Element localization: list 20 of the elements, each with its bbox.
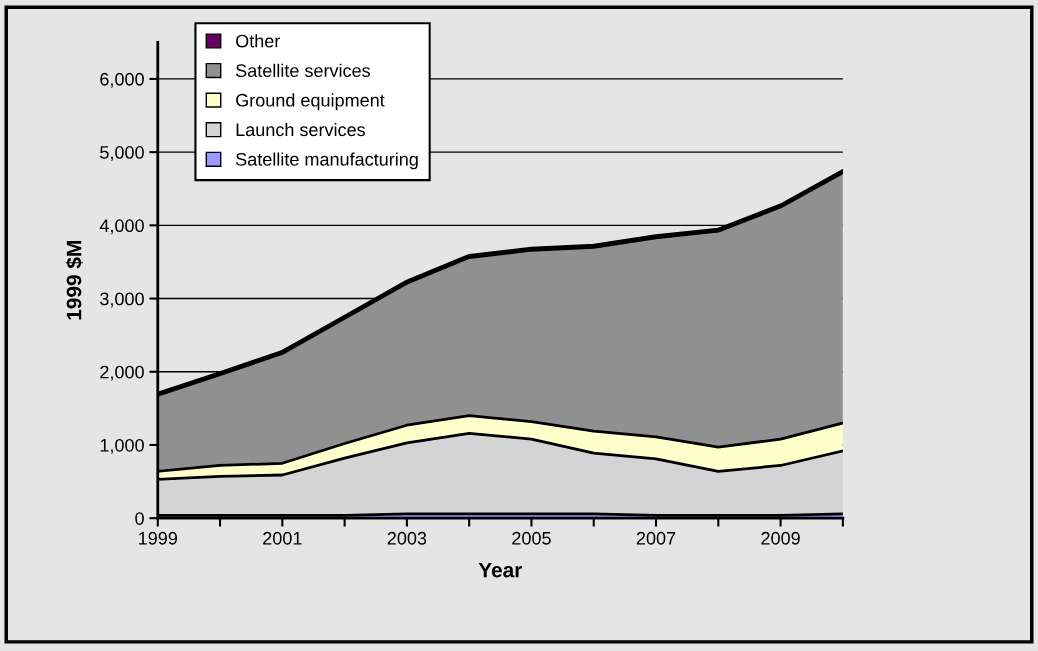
x-tick-label: 2005 bbox=[512, 531, 551, 545]
x-axis-title: Year bbox=[478, 562, 523, 578]
y-tick-label: 2,000 bbox=[100, 365, 144, 381]
x-tick-label: 2001 bbox=[263, 531, 302, 545]
legend-label: Launch services bbox=[236, 122, 365, 137]
y-tick-label: 1,000 bbox=[100, 438, 144, 454]
x-tick-label: 2007 bbox=[636, 531, 676, 545]
x-tick-label: 1999 bbox=[139, 531, 178, 545]
legend-label: Ground equipment bbox=[236, 93, 385, 111]
x-tick-label: 2003 bbox=[387, 531, 427, 545]
y-axis-title: 1999 $M bbox=[65, 241, 83, 320]
x-tick-label: 2009 bbox=[761, 531, 800, 545]
y-tick-label: 5,000 bbox=[100, 146, 144, 161]
y-tick-label: 3,000 bbox=[100, 292, 144, 308]
legend-label: Satellite manufacturing bbox=[236, 152, 418, 170]
y-tick-label: 0 bbox=[135, 512, 144, 525]
legend-label: Other bbox=[236, 34, 281, 48]
y-tick-label: 6,000 bbox=[100, 72, 144, 88]
y-tick-label: 4,000 bbox=[99, 219, 144, 235]
legend-label: Satellite services bbox=[236, 63, 370, 78]
